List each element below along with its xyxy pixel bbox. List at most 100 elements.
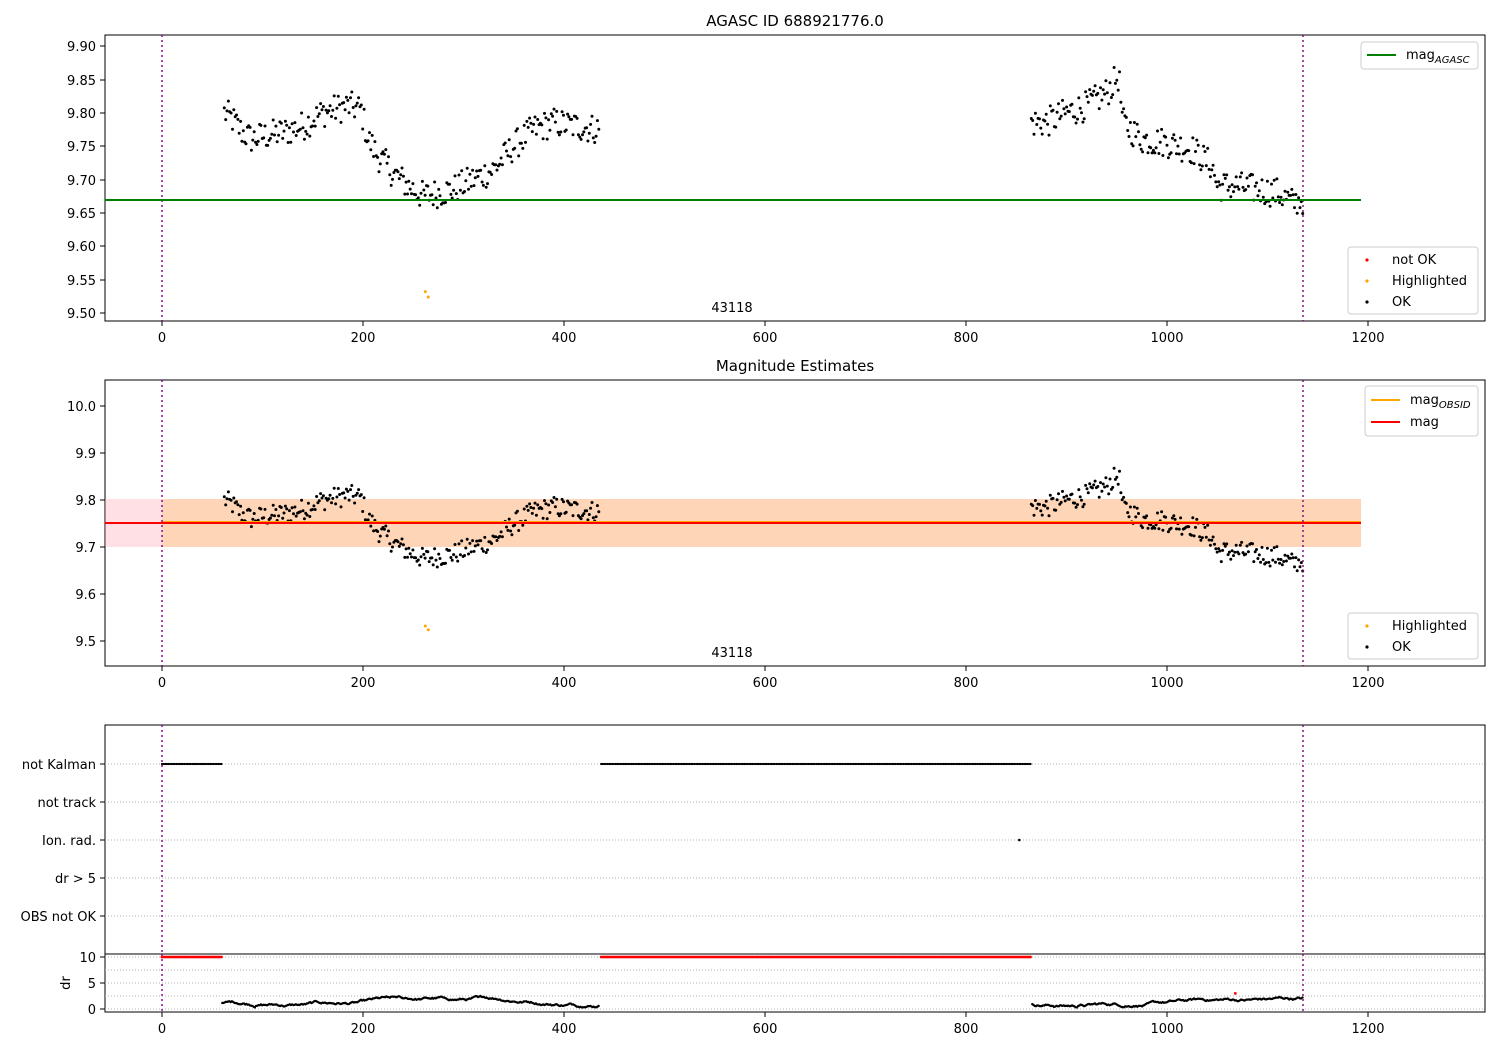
flag-point: [638, 762, 641, 766]
flag-point: [619, 762, 622, 766]
ok-point: [1261, 195, 1265, 199]
ok-point: [1291, 193, 1295, 197]
flag-point: [867, 762, 870, 766]
ok-point: [579, 137, 583, 141]
ok-point: [460, 169, 464, 173]
ok-point: [1278, 201, 1282, 204]
ok-point: [533, 115, 537, 119]
ok-point: [1206, 523, 1210, 527]
ok-point: [317, 112, 321, 116]
flag-point: [762, 762, 765, 766]
ok-point: [1234, 175, 1238, 179]
ok-point: [514, 129, 518, 133]
ok-point: [372, 155, 376, 158]
ok-point: [1090, 93, 1094, 97]
ok-point: [571, 514, 575, 518]
flag-point: [892, 762, 895, 766]
legend-ok: OK: [1392, 640, 1411, 655]
ok-point: [1035, 123, 1039, 126]
ok-point: [513, 146, 517, 150]
ok-point: [397, 544, 401, 548]
ok-point: [576, 133, 580, 137]
ok-point: [256, 518, 260, 522]
flag-point: [886, 762, 889, 766]
top-title: AGASC ID 688921776.0: [706, 12, 884, 30]
ok-point: [1062, 495, 1066, 499]
ok-point: [1279, 195, 1283, 199]
ok-point: [1078, 106, 1082, 110]
ok-point: [338, 103, 342, 107]
ok-point: [544, 116, 548, 120]
ok-point: [1276, 195, 1280, 199]
flag-point: [682, 762, 685, 766]
flag-point: [712, 762, 715, 766]
flag-label-ion-rad: Ion. rad.: [42, 834, 96, 849]
ok-point: [418, 563, 422, 567]
ok-point: [342, 491, 346, 495]
flag-point: [178, 762, 181, 766]
ok-point: [404, 180, 408, 184]
flag-point: [1019, 762, 1023, 766]
flag-point: [807, 762, 810, 766]
dr-points: [160, 955, 1304, 1009]
flag-point: [981, 762, 984, 766]
ok-point: [372, 529, 376, 533]
ok-point: [490, 173, 494, 176]
top-plot-frame: [104, 34, 1486, 322]
ok-point: [552, 496, 556, 499]
ok-point: [1065, 105, 1069, 109]
y-tick-label: 9.50: [67, 307, 96, 322]
ok-point: [499, 156, 503, 160]
flag-point: [690, 762, 693, 766]
ok-point: [294, 134, 298, 137]
ok-point: [320, 108, 324, 112]
ok-point: [562, 500, 565, 504]
ok-point: [483, 164, 487, 168]
flag-point: [788, 762, 791, 766]
ok-point: [1265, 546, 1269, 550]
ok-point: [423, 193, 427, 197]
ok-point: [1233, 550, 1237, 554]
ok-point: [1090, 486, 1094, 490]
ok-point: [1299, 561, 1303, 565]
ok-point: [1113, 477, 1117, 481]
ok-point: [1218, 183, 1222, 187]
ok-point: [575, 502, 579, 506]
flag-point: [773, 762, 776, 766]
ok-point: [1085, 95, 1089, 99]
ok-point: [526, 508, 530, 512]
flag-point: [875, 762, 878, 766]
ok-point: [463, 190, 466, 193]
ok-point: [555, 497, 559, 501]
ok-point: [1222, 542, 1226, 546]
ok-point: [465, 537, 469, 541]
ok-point: [553, 120, 557, 124]
ok-point: [498, 162, 502, 166]
ok-point: [532, 122, 536, 126]
top-obsid-label: 43118: [711, 301, 752, 316]
ok-point: [1107, 102, 1111, 106]
flag-point: [678, 762, 682, 766]
ok-point: [590, 501, 594, 504]
ok-point: [1084, 90, 1088, 94]
flag-point: [916, 762, 920, 766]
x-tick-label: 200: [351, 331, 376, 346]
flag-point: [887, 762, 891, 766]
ok-point: [1131, 144, 1135, 148]
ok-point: [1033, 111, 1037, 115]
ok-point: [336, 487, 340, 490]
dr-outlier-point: [1233, 992, 1237, 995]
ok-point: [1135, 506, 1139, 510]
ok-point: [1040, 513, 1044, 517]
y-tick-label: 9.80: [67, 107, 96, 122]
ok-point: [1194, 525, 1197, 529]
ok-point: [1158, 140, 1162, 144]
ok-point: [1211, 163, 1215, 167]
ok-point: [1109, 96, 1113, 99]
flag-point: [616, 762, 619, 766]
flag-point: [212, 762, 215, 766]
flag-point: [162, 762, 165, 766]
dr-capped-point: [1029, 955, 1032, 959]
flag-point: [1005, 762, 1008, 766]
ok-point: [346, 98, 350, 102]
